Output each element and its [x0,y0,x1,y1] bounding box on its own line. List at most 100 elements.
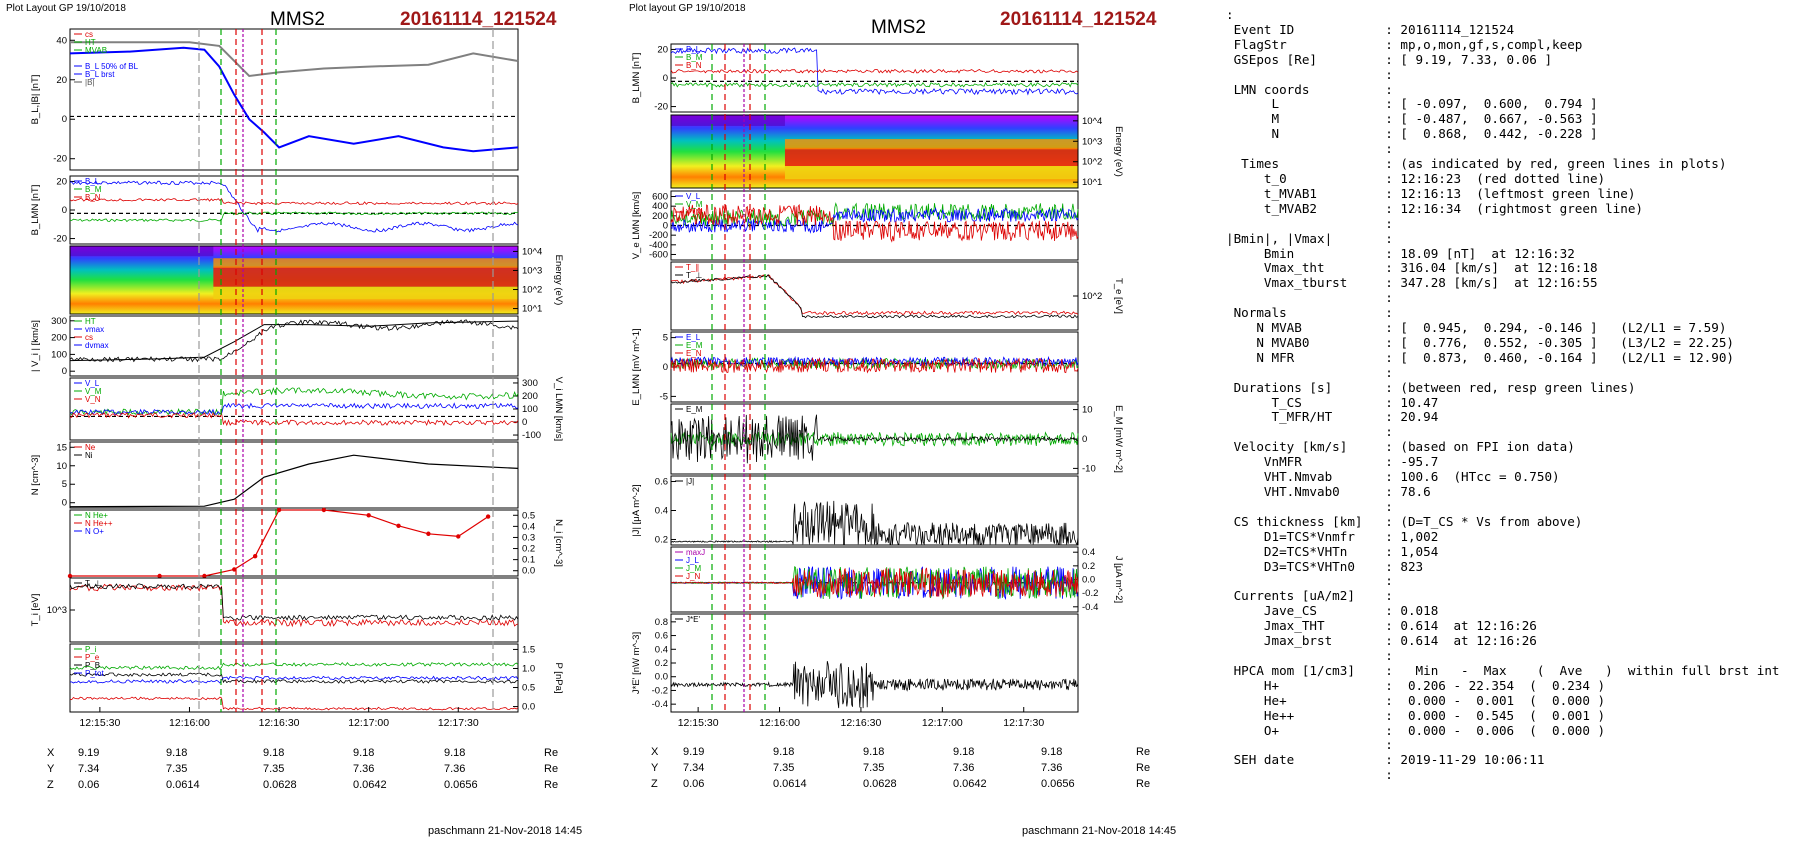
y-tick-label: 0.5 [522,683,535,694]
legend-entry: T_⊥ [85,579,101,588]
y-tick-label: 15 [56,442,67,453]
spectrogram-band [784,139,1078,150]
legend-entry: V_L [686,192,701,201]
series-line [69,386,519,417]
x-tick-label: 12:17:00 [922,717,963,729]
series-line [670,357,1079,374]
y-tick-label: -5 [660,391,668,402]
legend-entry: B_M [686,53,703,62]
data-series-line [70,41,519,78]
y-tick-label: -200 [649,230,668,241]
panel-frame [69,509,519,577]
y-tick-label: -0.4 [652,699,668,710]
legend-entry: P_i [85,645,97,654]
y-tick-label: 0.6 [655,477,668,488]
y-tick-label: 200 [652,211,668,222]
series-line [69,675,519,684]
y-tick-label: -0.2 [652,685,668,696]
left-plot-event-id: 20161114_121524 [400,9,557,30]
y-axis-label: N [cm^-3] [30,455,41,495]
series-line [670,273,1079,319]
legend-entry: J_M [686,564,701,573]
position-value: 9.18 [773,746,795,758]
position-value: 0.0614 [773,778,807,790]
legend-entry: P_tot [85,669,104,678]
legend-entry: P_e [85,653,100,662]
y-axis-label: J [μA m^-2] [1113,556,1124,603]
x-tick-label: 12:15:30 [678,717,719,729]
legend-entry: E_L [686,333,701,342]
legend-entry: E_N [686,349,702,358]
position-row-label: X [47,747,55,759]
position-value: 9.18 [263,747,285,759]
y-tick-label: 0 [663,221,668,232]
y-axis-label: V_e LMN [km/s] [631,192,642,260]
y-tick-label: 1.0 [522,663,535,674]
x-tick-label: 12:16:30 [259,717,300,729]
data-series-line [70,509,489,577]
y-tick-label: 200 [522,391,538,402]
panel-frame [670,261,1079,331]
series-line [69,197,519,206]
position-value: 0.06 [683,778,705,790]
series-line [69,661,519,670]
y-tick-label: -0.4 [1082,602,1098,613]
y-tick-label: 0 [1082,434,1087,445]
panel: 10^4 10^3 10^2 10^1 Energy (eV) [69,245,564,315]
panel: 5 0 -5 E_LMN [mV m^-1] E_LE_ME_N [631,328,1079,406]
position-row-label: X [651,746,659,758]
legend-entry: HT [85,317,96,326]
legend-entry: E_M [686,405,703,414]
panel: 10^4 10^3 10^2 10^1 Energy (eV) [670,114,1124,189]
series-line [69,211,519,223]
position-row-label: Y [47,763,55,775]
panel-frame [69,245,519,315]
y-tick-label: 0.4 [655,644,668,655]
y-tick-label: 600 [652,192,668,203]
panel-frame [69,441,519,509]
y-tick-label: 5 [663,333,668,344]
y-tick-label: -10 [1082,463,1096,474]
panel-frame [69,377,519,441]
legend-entry: maxJ [686,548,705,557]
panel: 0.50.40.30.20.10.0 N_i [cm^-3] N He+N He++… [67,507,564,579]
series-line [69,402,519,416]
y-axis-label: T_e [eV] [1113,278,1124,314]
right-plot-footer: paschmann 21-Nov-2018 14:45 [1022,825,1177,837]
y-tick-label: 0.1 [522,555,535,566]
y-tick-label: 0.6 [655,631,668,642]
panel: 0.6 0.4 0.2 |J| [μA m^-2] |J| [631,475,1079,546]
y-tick-label: 5 [62,479,67,490]
y-tick-label: -20 [53,234,67,245]
position-value: 7.35 [863,762,885,774]
legend-entry: B_L [85,177,100,186]
y-tick-label: 0.0 [522,566,535,577]
y-tick-label: 300 [51,316,67,327]
y-tick-label: -600 [649,249,668,260]
y-tick-label: 40 [56,35,67,46]
series-line [670,47,1079,96]
position-value: 7.35 [263,763,285,775]
series-line [670,661,1079,709]
x-tick-label: 12:17:30 [1003,717,1044,729]
spectrogram-hot-band [213,266,519,287]
series-line [670,567,1079,599]
y-tick-label: 10^2 [522,285,542,296]
legend-entry: V_N [85,395,101,404]
y-tick-label: -20 [654,102,668,113]
y-tick-label: 10^2 [1082,157,1102,168]
panel-frame [670,613,1079,713]
right-stack-plot: 200-20B_LMN [nT]B_LB_MB_N10^410^310^210^… [631,43,1124,729]
y-tick-label: 0.2 [655,534,668,545]
panel: 20 0 -20 B_LMN [nT] B_LB_MB_N [30,175,519,245]
legend-entry: J*E' [686,615,700,624]
y-tick-label: -400 [649,240,668,251]
y-tick-label: -100 [522,430,541,441]
position-value: 9.18 [863,746,885,758]
y-tick-label: 1.5 [522,644,535,655]
left-plot-footer: paschmann 21-Nov-2018 14:45 [428,825,583,837]
y-tick-label: 0.0 [655,672,668,683]
